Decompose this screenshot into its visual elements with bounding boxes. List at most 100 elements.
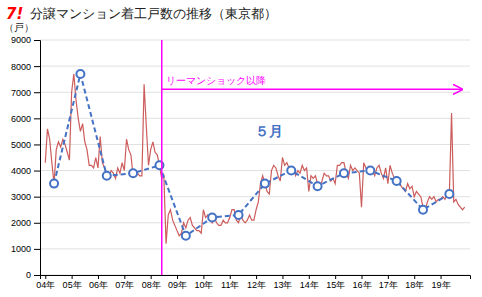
y-tick-label: 7000 bbox=[11, 88, 31, 98]
marker bbox=[261, 180, 269, 188]
y-tick-label: 4000 bbox=[11, 166, 31, 176]
y-tick: 7000 bbox=[11, 88, 40, 98]
y-tick-label: 6000 bbox=[11, 114, 31, 124]
grid-line bbox=[40, 196, 470, 197]
marker bbox=[50, 180, 58, 188]
y-tick: 5000 bbox=[11, 140, 40, 150]
marker bbox=[235, 211, 243, 219]
y-tick: 1000 bbox=[11, 244, 40, 254]
chart: 04年 05年 06年 07年 08年 09年 10年 11年 12年 13年 14年 15年 16年 1… bbox=[0, 0, 482, 297]
y-axis-label: （戸） bbox=[4, 22, 34, 33]
y-axis: 0 1000 2000 3000 4000 5000 6000 7000 8000 9000 bbox=[11, 35, 41, 280]
y-tick-label: 9000 bbox=[11, 35, 31, 45]
x-tick: 12年 bbox=[247, 275, 266, 290]
x-tick-mark bbox=[309, 275, 310, 279]
vline-label: リーマンショック以降 bbox=[166, 75, 266, 86]
y-tick-mark bbox=[34, 249, 40, 250]
y-tick-label: 8000 bbox=[11, 61, 31, 71]
grid bbox=[40, 40, 470, 275]
y-tick: 4000 bbox=[11, 166, 40, 176]
series-line bbox=[45, 74, 464, 244]
x-tick-label: 10年 bbox=[194, 280, 213, 290]
x-tick-mark bbox=[177, 275, 178, 279]
y-tick-mark bbox=[34, 197, 40, 198]
y-tick-label: 5000 bbox=[11, 140, 31, 150]
x-tick: 04年 bbox=[36, 275, 55, 290]
y-tick-mark bbox=[34, 144, 40, 145]
x-tick-mark bbox=[414, 275, 415, 279]
x-tick-mark bbox=[98, 275, 99, 279]
x-tick-label: 06年 bbox=[89, 280, 108, 290]
x-axis: 04年 05年 06年 07年 08年 09年 10年 11年 12年 13年 14年 15年 16年 1… bbox=[36, 275, 470, 290]
x-tick: 05年 bbox=[63, 275, 82, 290]
grid-line bbox=[40, 144, 470, 145]
x-tick-label: 19年 bbox=[432, 280, 451, 290]
grid-line bbox=[40, 118, 470, 119]
marker bbox=[208, 214, 216, 222]
marker bbox=[419, 206, 427, 214]
x-tick-label: 17年 bbox=[379, 280, 398, 290]
marker bbox=[366, 167, 374, 175]
y-tick: 3000 bbox=[11, 192, 40, 202]
y-tick: 8000 bbox=[11, 61, 40, 71]
grid-line bbox=[40, 40, 470, 41]
x-tick: 09年 bbox=[168, 275, 187, 290]
x-tick-mark bbox=[72, 275, 73, 279]
marker bbox=[393, 177, 401, 185]
y-tick-label: 3000 bbox=[11, 192, 31, 202]
x-axis-line bbox=[41, 276, 471, 280]
y-tick-mark bbox=[34, 171, 40, 172]
x-tick-label: 15年 bbox=[326, 280, 345, 290]
y-tick-mark bbox=[34, 40, 40, 41]
dashed-line bbox=[54, 74, 449, 236]
grid-line bbox=[40, 66, 470, 67]
x-tick-label: 12年 bbox=[247, 280, 266, 290]
annotations: リーマンショック以降 ５月 bbox=[162, 75, 462, 139]
x-tick: 14年 bbox=[300, 275, 319, 290]
x-tick-mark bbox=[124, 275, 125, 279]
x-tick-mark bbox=[203, 275, 204, 279]
x-tick: 13年 bbox=[273, 275, 292, 290]
x-tick-label: 18年 bbox=[405, 280, 424, 290]
x-tick: 07年 bbox=[115, 275, 134, 290]
title: 分譲マンション着工戸数の推移（東京都） bbox=[30, 6, 277, 21]
x-tick-mark bbox=[256, 275, 257, 279]
x-tick-mark bbox=[151, 275, 152, 279]
x-tick-mark bbox=[441, 275, 442, 279]
y-tick-label: 0 bbox=[26, 270, 31, 280]
y-tick: 0 bbox=[26, 270, 40, 280]
x-tick-mark bbox=[230, 275, 231, 279]
x-tick-mark bbox=[388, 275, 389, 279]
grid-line bbox=[40, 92, 470, 93]
y-tick: 6000 bbox=[11, 114, 40, 124]
y-tick-mark bbox=[34, 118, 40, 119]
marker bbox=[129, 169, 137, 177]
marker bbox=[182, 232, 190, 240]
y-tick: 2000 bbox=[11, 218, 40, 228]
x-tick: 19年 bbox=[432, 275, 451, 290]
x-tick-mark bbox=[362, 275, 363, 279]
x-tick-mark bbox=[45, 275, 46, 279]
x-tick: 17年 bbox=[379, 275, 398, 290]
marker bbox=[76, 70, 84, 78]
vertical-line bbox=[161, 40, 163, 275]
x-tick-label: 07年 bbox=[115, 280, 134, 290]
y-axis-line bbox=[34, 41, 41, 276]
logo: 7! bbox=[6, 5, 23, 23]
x-tick: 06年 bbox=[89, 275, 108, 290]
x-tick: 08年 bbox=[142, 275, 161, 290]
x-tick-label: 16年 bbox=[353, 280, 372, 290]
y-tick-mark bbox=[34, 275, 40, 276]
marker bbox=[103, 172, 111, 180]
x-tick: 16年 bbox=[353, 275, 372, 290]
y-tick-mark bbox=[34, 66, 40, 67]
x-tick: 15年 bbox=[326, 275, 345, 290]
plot-area bbox=[45, 40, 464, 275]
x-tick-label: 04年 bbox=[36, 280, 55, 290]
annotation: ５月 bbox=[255, 123, 283, 139]
y-tick: 9000 bbox=[11, 35, 40, 45]
x-tick: 11年 bbox=[221, 275, 239, 290]
y-tick-mark bbox=[34, 223, 40, 224]
marker bbox=[314, 182, 322, 190]
x-tick-label: 11年 bbox=[221, 280, 239, 290]
